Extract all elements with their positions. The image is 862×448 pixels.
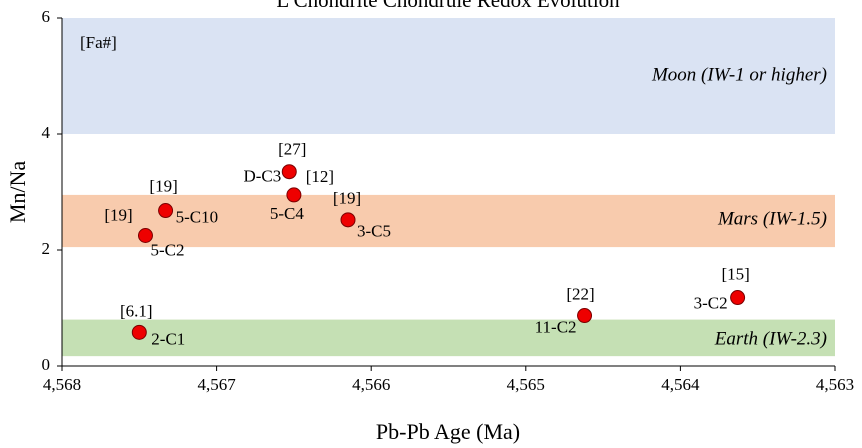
- point: [286, 187, 302, 203]
- point-label: 2-C1: [151, 329, 185, 348]
- x-tick-label: 4,566: [352, 375, 390, 394]
- band: [62, 194, 835, 248]
- x-tick-label: 4,564: [661, 375, 700, 394]
- point-label: D-C3: [243, 167, 281, 186]
- fa-label: [12]: [306, 167, 334, 186]
- band-label: Mars (IW-1.5): [717, 208, 827, 229]
- chart-title: L Chondrite Chondrule Redox Evolution: [276, 0, 620, 12]
- x-tick-label: 4,563: [816, 375, 854, 394]
- point-label: 5-C2: [150, 240, 184, 259]
- band: [62, 319, 835, 357]
- y-tick-label: 2: [42, 239, 51, 258]
- point-label: 11-C2: [535, 317, 577, 336]
- x-tick-label: 4,565: [507, 375, 545, 394]
- band-label: Earth (IW-2.3): [714, 328, 827, 349]
- point: [730, 290, 746, 306]
- fa-label: [27]: [278, 140, 306, 159]
- point-label: 3-C5: [357, 222, 391, 241]
- y-axis-title: Mn/Na: [5, 161, 30, 224]
- fa-label: [19]: [149, 176, 177, 195]
- point: [158, 203, 174, 219]
- y-tick-label: 6: [42, 7, 51, 26]
- point: [281, 164, 297, 180]
- x-tick-label: 4,568: [43, 375, 81, 394]
- x-tick-label: 4,567: [197, 375, 236, 394]
- y-tick-label: 4: [42, 123, 51, 142]
- point: [340, 212, 356, 228]
- point-label: 3-C2: [694, 293, 728, 312]
- fa-label: [6.1]: [120, 301, 153, 320]
- fa-label: [19]: [104, 205, 132, 224]
- x-axis-title: Pb-Pb Age (Ma): [376, 419, 520, 444]
- y-tick-label: 0: [42, 355, 51, 374]
- band: [62, 18, 835, 134]
- point: [131, 324, 147, 340]
- point-label: 5-C4: [270, 204, 305, 223]
- point: [577, 308, 593, 324]
- point-label: 5-C10: [176, 207, 219, 226]
- band-label: Moon (IW-1 or higher): [651, 64, 827, 85]
- fa-label: [15]: [721, 264, 749, 283]
- fa-label: [19]: [333, 189, 361, 208]
- legend-note: [Fa#]: [80, 33, 117, 52]
- fa-label: [22]: [566, 284, 594, 303]
- point: [137, 228, 153, 243]
